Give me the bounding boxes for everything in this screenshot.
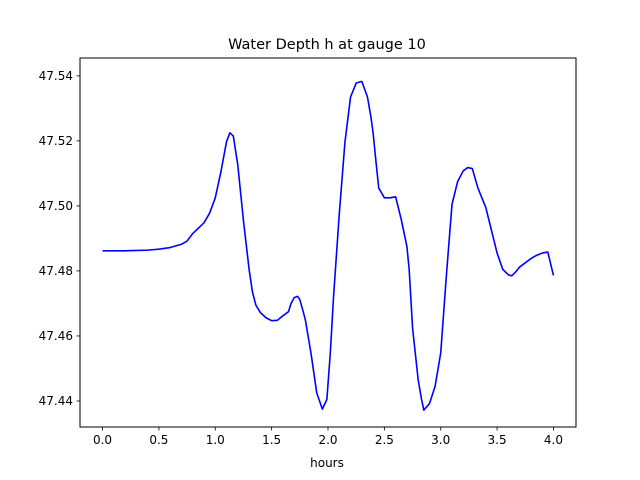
axes-frame — [79, 57, 577, 428]
y-tick-label: 47.54 — [39, 69, 73, 83]
x-tick-label: 3.0 — [431, 433, 450, 447]
y-tick-label: 47.48 — [39, 264, 73, 278]
y-tick-label: 47.52 — [39, 134, 73, 148]
y-tick-label: 47.44 — [39, 394, 73, 408]
x-tick-label: 1.5 — [262, 433, 281, 447]
x-tick-label: 2.5 — [375, 433, 394, 447]
series-line-0 — [102, 80, 555, 411]
y-tick-label: 47.46 — [39, 329, 73, 343]
x-tick-label: 2.0 — [318, 433, 337, 447]
x-axis-label: hours — [310, 456, 344, 470]
x-tick-label: 0.5 — [149, 433, 168, 447]
x-tick-label: 0.0 — [93, 433, 112, 447]
x-tick-label: 3.5 — [488, 433, 507, 447]
x-tick-label: 1.0 — [206, 433, 225, 447]
y-tick-label: 47.50 — [39, 199, 73, 213]
chart-title: Water Depth h at gauge 10 — [228, 37, 426, 53]
x-tick-label: 4.0 — [544, 433, 563, 447]
plot-area: 0.0 0.5 1.0 1.5 2.0 2.5 3.0 3.5 4.0 47.44 47.46 47.… — [39, 57, 577, 447]
